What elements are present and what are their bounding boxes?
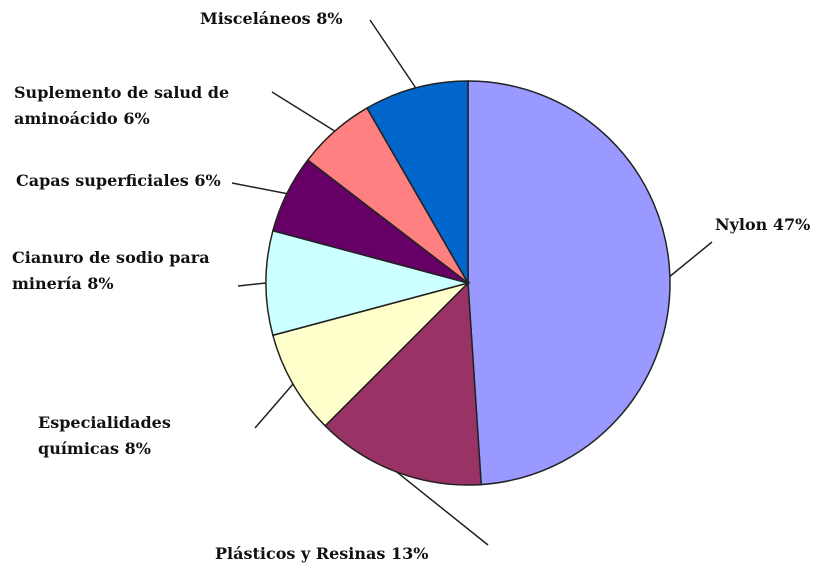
- leader-line: [254, 383, 294, 429]
- leader-line: [231, 182, 287, 195]
- slice-label: Especialidades químicas 8%: [38, 410, 218, 462]
- slice-label: Misceláneos 8%: [200, 6, 370, 32]
- value-label: 6%: [194, 171, 221, 190]
- pie-slice: [265, 229, 471, 337]
- pie-slice: [467, 80, 671, 486]
- category-label: Misceláneos: [200, 9, 311, 28]
- pie-slice: [365, 80, 469, 286]
- slice-label: Capas superficiales 6%: [16, 168, 231, 194]
- pie-slice: [271, 281, 471, 427]
- leader-line: [369, 19, 417, 89]
- value-label: 8%: [87, 274, 114, 293]
- category-label: Nylon: [715, 215, 768, 234]
- slice-label: Plásticos y Resinas 13%: [215, 541, 485, 567]
- category-label: Suplemento de salud de aminoácido: [14, 83, 230, 128]
- slice-label: Nylon 47%: [715, 212, 835, 238]
- value-label: 6%: [123, 109, 150, 128]
- category-label: Capas superficiales: [16, 171, 189, 190]
- value-label: 47%: [772, 215, 811, 234]
- value-label: 13%: [390, 544, 429, 563]
- category-label: Plásticos y Resinas: [215, 544, 386, 563]
- value-label: 8%: [124, 439, 151, 458]
- pie-slice: [324, 281, 483, 486]
- category-label: Especialidades químicas: [38, 413, 171, 458]
- slice-label: Cianuro de sodio para minería 8%: [12, 245, 237, 297]
- leader-line: [271, 91, 336, 132]
- leader-line: [396, 471, 489, 546]
- leader-line: [669, 241, 713, 277]
- value-label: 8%: [316, 9, 343, 28]
- leader-line: [237, 282, 267, 287]
- category-label: Cianuro de sodio para minería: [12, 248, 210, 293]
- slice-label: Suplemento de salud de aminoácido 6%: [14, 80, 299, 132]
